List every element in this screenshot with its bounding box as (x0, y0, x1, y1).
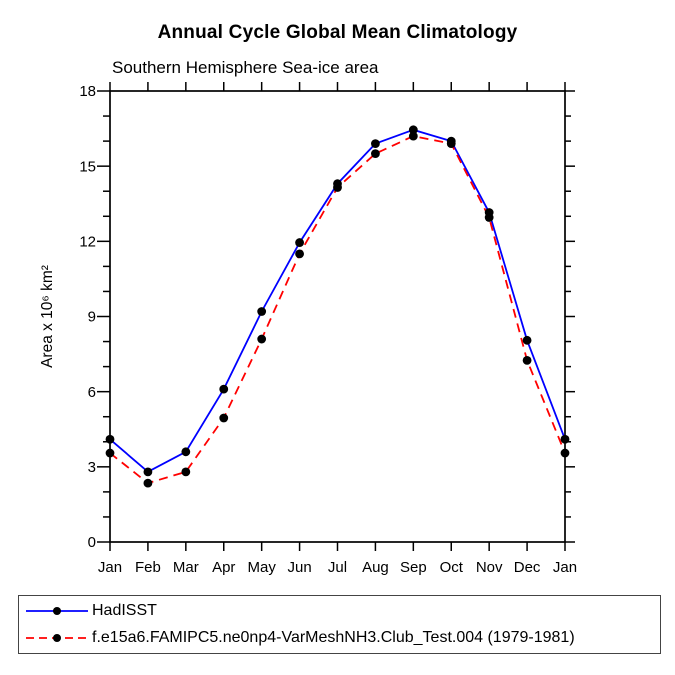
data-point-marker (522, 335, 532, 345)
legend-line-sample (26, 634, 88, 642)
x-tick-label: Mar (173, 559, 199, 576)
data-point-marker (333, 183, 342, 192)
y-axis-title: Area x 10⁶ km² (39, 265, 56, 368)
plot-frame (109, 90, 566, 543)
data-point-marker (295, 249, 304, 259)
data-point-marker (219, 413, 229, 423)
data-point-marker (257, 307, 267, 316)
legend-item-hadisst: HadISST (23, 598, 660, 625)
data-point-marker (143, 467, 153, 477)
data-point-marker (522, 355, 532, 365)
y-tick-label: 15 (79, 158, 96, 175)
x-tick-label: Nov (476, 559, 503, 576)
x-tick-label: Apr (212, 559, 235, 576)
legend-label: HadISST (92, 602, 157, 619)
data-point-marker (560, 448, 570, 458)
x-tick-label: Oct (440, 559, 464, 576)
y-tick-label: 3 (88, 459, 96, 476)
y-tick-label: 12 (79, 234, 96, 251)
data-point-marker (181, 467, 191, 477)
x-tick-label: Jan (553, 559, 577, 576)
data-point-marker (257, 334, 267, 344)
data-point-marker (371, 149, 380, 159)
y-tick-label: 0 (88, 534, 96, 551)
data-point-marker (219, 384, 229, 394)
legend-label: f.e15a6.FAMIPC5.ne0np4-VarMeshNH3.Club_T… (92, 629, 575, 646)
x-tick-label: Jan (98, 559, 122, 576)
y-tick-label: 9 (88, 309, 96, 326)
x-tick-label: Sep (400, 559, 427, 576)
data-point-marker (484, 213, 494, 222)
legend-line-sample (26, 607, 88, 615)
x-tick-label: Jun (287, 559, 311, 576)
data-point-marker (181, 447, 191, 457)
data-point-marker (371, 139, 380, 149)
y-tick-label: 18 (79, 83, 96, 100)
x-tick-label: May (247, 559, 276, 576)
chart-title: Annual Cycle Global Mean Climatology (157, 22, 518, 43)
legend: HadISST f.e15a6.FAMIPC5.ne0np4-VarMeshNH… (18, 595, 661, 654)
x-tick-label: Feb (135, 559, 161, 576)
legend-marker-dot (53, 634, 61, 642)
data-point-marker (105, 434, 115, 444)
data-point-marker (446, 139, 456, 149)
legend-item-model: f.e15a6.FAMIPC5.ne0np4-VarMeshNH3.Club_T… (23, 625, 660, 652)
data-point-marker (408, 125, 418, 135)
data-point-marker (295, 238, 304, 247)
x-tick-label: Dec (514, 559, 541, 576)
data-point-marker (105, 448, 115, 458)
chart-subtitle: Southern Hemisphere Sea-ice area (112, 58, 379, 77)
data-point-marker (408, 131, 418, 141)
data-point-marker (143, 478, 153, 488)
data-point-marker (560, 434, 570, 444)
x-tick-label: Aug (362, 559, 389, 576)
legend-marker-dot (53, 607, 61, 615)
y-tick-label: 6 (88, 384, 96, 401)
x-tick-label: Jul (328, 559, 347, 576)
